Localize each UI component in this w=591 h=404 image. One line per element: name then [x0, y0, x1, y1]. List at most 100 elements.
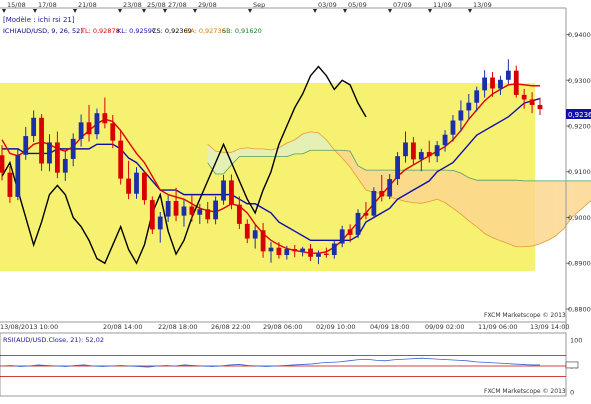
candle-body — [403, 142, 408, 157]
cloud-segment — [540, 180, 548, 244]
time-tick-label: 13/09 14:00 — [530, 323, 570, 331]
candle-body — [7, 172, 13, 197]
candle-body — [268, 247, 274, 252]
cloud-segment — [231, 148, 240, 165]
candle-body — [197, 209, 203, 215]
candle-body — [62, 158, 68, 173]
candle-body — [205, 209, 211, 220]
top-date-label: 25/08 — [147, 1, 166, 9]
candle-body — [498, 79, 503, 89]
price-tick-label: 0,9400 — [568, 31, 591, 39]
candle-body — [395, 156, 400, 180]
candle-body — [126, 178, 131, 194]
candle-body — [252, 230, 258, 239]
cloud-segment — [358, 165, 366, 191]
candle-body — [371, 190, 377, 216]
candles — [0, 59, 543, 265]
top-date-label: 13/09 — [473, 1, 492, 9]
cloud-segment — [476, 180, 485, 234]
cloud-segment — [263, 148, 271, 157]
top-date-marker — [193, 9, 197, 13]
cloud-segment — [508, 180, 517, 247]
kijun-line — [2, 97, 541, 242]
time-tick-label: 11/09 06:00 — [478, 323, 518, 331]
top-date-marker — [313, 9, 317, 13]
candle-body — [94, 113, 100, 135]
candle-body — [236, 204, 242, 224]
candle-body — [149, 200, 155, 230]
cloud-segment — [318, 132, 327, 151]
top-date-marker — [2, 9, 6, 13]
cloud-segment — [587, 180, 591, 204]
legend-cs: CS: 0,92369 — [152, 27, 192, 35]
candle-body — [418, 152, 424, 160]
cloud-segment — [413, 170, 422, 204]
candle-body — [434, 145, 440, 157]
cloud-segment — [373, 170, 382, 194]
candle-body — [213, 200, 219, 220]
legend-sb: SB: 0,91620 — [222, 27, 262, 35]
cloud-segment — [278, 143, 287, 157]
candle-body — [244, 223, 250, 239]
candle-body — [537, 104, 543, 110]
candle-body — [426, 152, 432, 157]
candle-body — [157, 216, 163, 230]
candle-body — [260, 230, 266, 252]
top-date-label: 07/09 — [393, 1, 412, 9]
top-date-marker — [248, 9, 252, 13]
top-date-marker — [142, 9, 146, 13]
top-date-label: Sep — [253, 1, 265, 9]
cloud-segment — [421, 170, 430, 204]
ichimoku-cloud — [207, 131, 591, 248]
candle-body — [331, 243, 337, 255]
watermark-main: FXCM Marketscope © 2013 — [484, 312, 566, 319]
legend-tl: TL: 0,92878 — [80, 27, 120, 35]
legend-sa: SA: 0,92736 — [186, 27, 226, 35]
cloud-segment — [294, 134, 303, 154]
top-date-label: 11/09 — [433, 1, 452, 9]
price-marker: 0,92369 — [566, 109, 591, 119]
top-date-marker — [33, 9, 37, 13]
top-date-marker — [163, 9, 167, 13]
cloud-segment — [524, 180, 533, 247]
cloud-segment — [452, 170, 461, 215]
candle-body — [292, 249, 298, 252]
rsi-line — [1, 357, 540, 368]
candle-body — [0, 155, 5, 173]
chikou-line — [1, 65, 367, 265]
cloud-segment — [579, 180, 588, 211]
cloud-segment — [555, 180, 564, 236]
cloud-segment — [255, 148, 264, 157]
cloud-segment — [286, 139, 295, 157]
top-date-label: 17/08 — [38, 1, 57, 9]
cloud-segment — [350, 151, 359, 179]
candle-body — [78, 122, 84, 139]
candle-body — [308, 248, 313, 257]
cloud-segment — [532, 180, 540, 247]
senkou-span-b — [207, 149, 591, 182]
price-marker-label: 0,92369 — [568, 111, 591, 119]
time-tick-label: 13/08/2013 10:00 — [0, 323, 58, 331]
cloud-segment — [516, 180, 525, 247]
top-date-marker — [428, 9, 432, 13]
candle-body — [387, 179, 393, 197]
top-date-label: 21/08 — [78, 1, 97, 9]
top-date-marker — [468, 9, 472, 13]
cloud-segment — [445, 170, 453, 209]
price-tick-label: 0,9100 — [568, 168, 591, 176]
senkou-span-a — [207, 131, 591, 248]
model-label: [Modèle : ichi rsi 21] — [3, 16, 75, 24]
candle-body — [505, 70, 511, 80]
price-tick-label: 0,9000 — [568, 214, 591, 222]
top-date-marker — [388, 9, 392, 13]
top-date-label: 03/09 — [318, 1, 337, 9]
candle-body — [23, 136, 29, 155]
legend-symbol: ICH(AUD/USD, 9, 26, 52) — [3, 27, 83, 35]
time-tick-label: 20/08 14:00 — [103, 323, 143, 331]
time-tick-label: 04/09 18:00 — [370, 323, 410, 331]
price-tick-label: 0,8900 — [568, 260, 591, 268]
candle-body — [284, 249, 290, 255]
candle-body — [355, 212, 361, 235]
candle-body — [442, 134, 448, 146]
